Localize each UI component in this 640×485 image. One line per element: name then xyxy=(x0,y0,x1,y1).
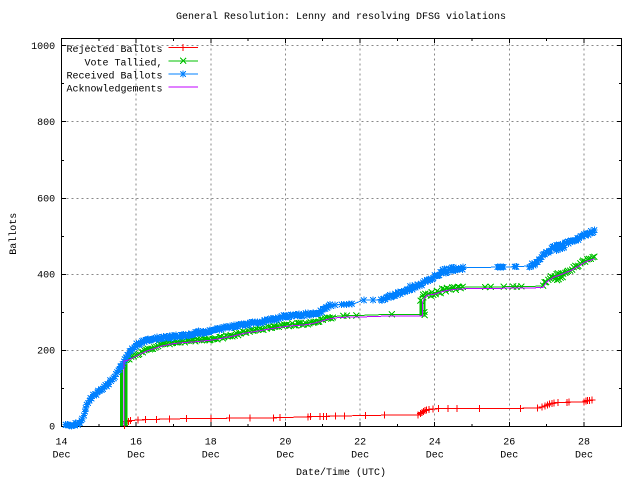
svg-text:0: 0 xyxy=(49,423,55,434)
svg-text:Dec: Dec xyxy=(426,451,444,462)
svg-text:General Resolution: Lenny and: General Resolution: Lenny and resolving … xyxy=(176,11,506,23)
svg-text:20: 20 xyxy=(279,438,291,449)
svg-text:22: 22 xyxy=(354,438,366,449)
svg-text:400: 400 xyxy=(37,270,55,281)
svg-text:26: 26 xyxy=(503,438,515,449)
svg-text:Acknowledgements: Acknowledgements xyxy=(66,84,162,96)
svg-text:14: 14 xyxy=(55,438,67,449)
svg-text:Received Ballots: Received Ballots xyxy=(66,70,162,82)
svg-text:200: 200 xyxy=(37,347,55,358)
svg-text:Dec: Dec xyxy=(202,451,220,462)
svg-text:Dec: Dec xyxy=(575,451,593,462)
svg-text:Dec: Dec xyxy=(500,451,518,462)
svg-text:Rejected Ballots: Rejected Ballots xyxy=(66,44,162,56)
svg-text:18: 18 xyxy=(205,438,217,449)
svg-text:Dec: Dec xyxy=(351,451,369,462)
svg-text:Vote Tallied,: Vote Tallied, xyxy=(84,57,162,69)
svg-text:Ballots: Ballots xyxy=(8,213,20,255)
svg-text:1000: 1000 xyxy=(31,42,55,53)
svg-text:16: 16 xyxy=(130,438,142,449)
svg-text:Date/Time (UTC): Date/Time (UTC) xyxy=(296,467,386,479)
svg-text:800: 800 xyxy=(37,118,55,129)
svg-text:Dec: Dec xyxy=(52,451,70,462)
svg-text:Dec: Dec xyxy=(276,451,294,462)
svg-text:600: 600 xyxy=(37,194,55,205)
svg-text:28: 28 xyxy=(578,438,590,449)
svg-text:24: 24 xyxy=(429,438,441,449)
svg-text:Dec: Dec xyxy=(127,451,145,462)
